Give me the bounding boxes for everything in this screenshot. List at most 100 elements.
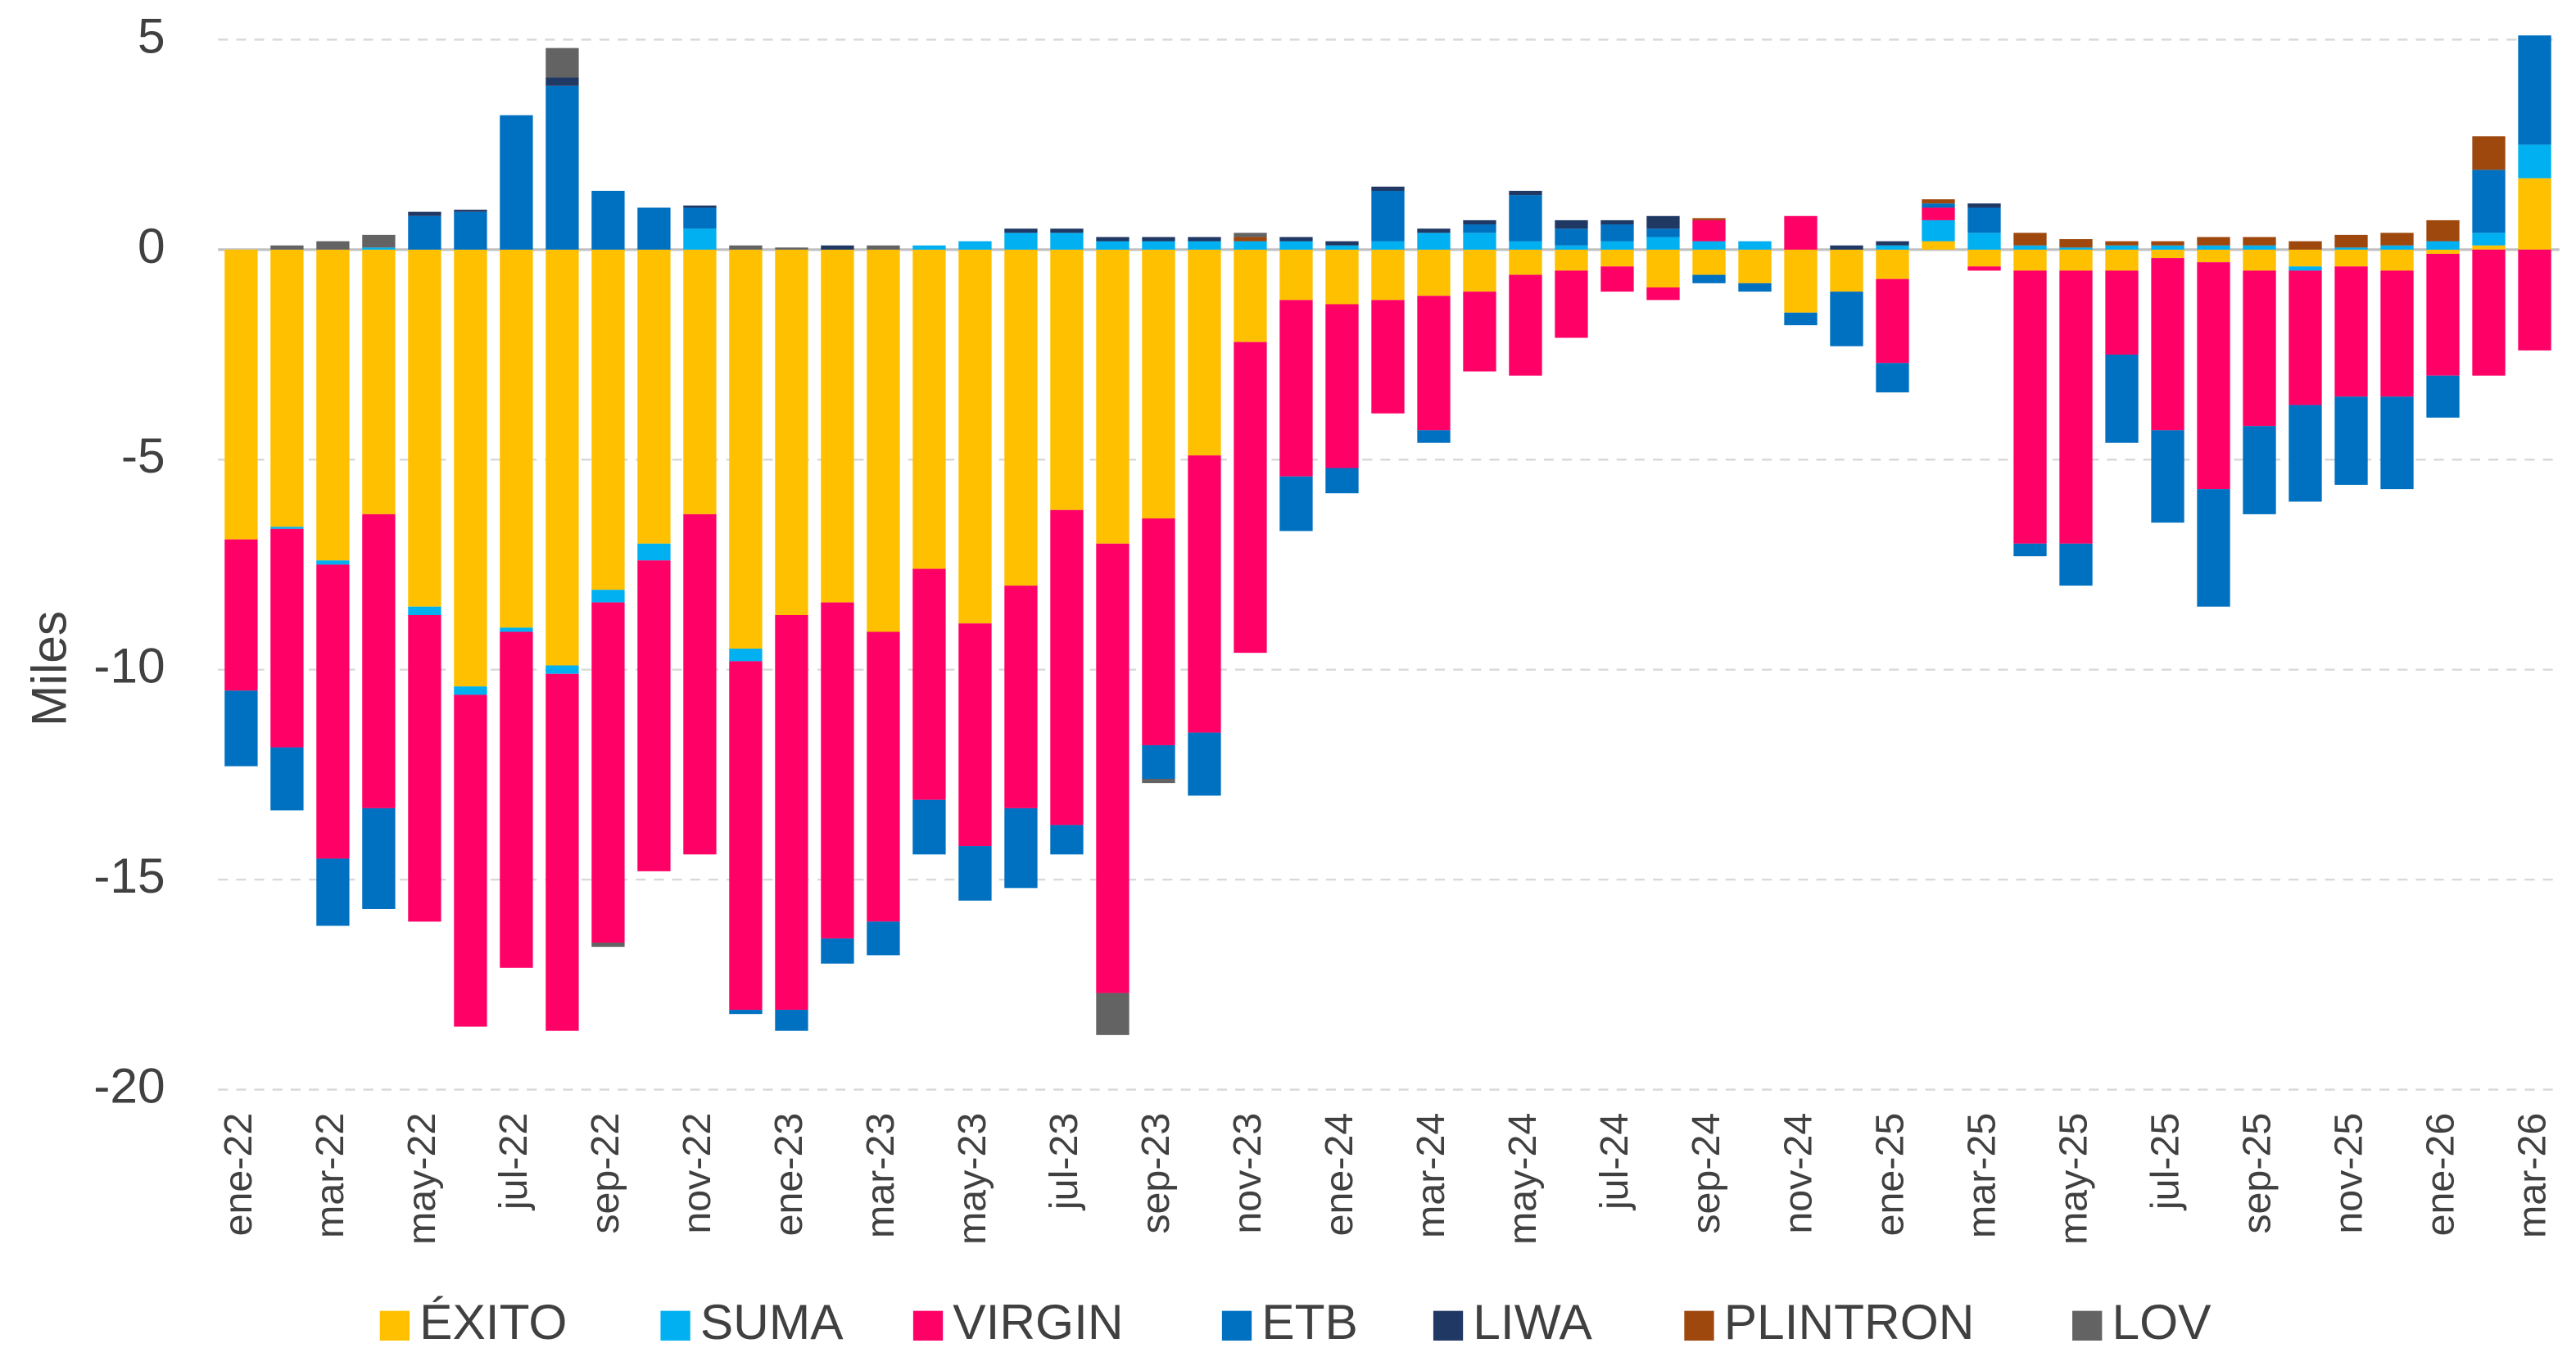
bar-segment: [1417, 228, 1451, 233]
bar-segment: [591, 590, 625, 603]
bar-segment: [2426, 219, 2460, 242]
bar-segment: [958, 241, 992, 250]
x-tick-label: may-25: [2051, 1113, 2095, 1245]
bar-segment: [2243, 270, 2276, 427]
x-tick-label: may-22: [400, 1113, 444, 1245]
bar-segment: [1188, 455, 1221, 733]
bar-segment: [2197, 245, 2230, 250]
bar-segment: [1555, 219, 1588, 229]
bar-segment: [729, 1010, 763, 1015]
bar-segment: [821, 602, 854, 939]
bar-segment: [2518, 249, 2551, 351]
bar-segment: [1692, 249, 1726, 275]
bar-segment: [1876, 278, 1909, 364]
bar-segment: [1325, 241, 1359, 246]
bar-segment: [1692, 218, 1726, 220]
bar-segment: [1967, 233, 2001, 250]
bar-segment: [1188, 237, 1221, 242]
bar-segment: [1555, 249, 1588, 271]
bar-segment: [958, 846, 992, 901]
bar-segment: [1096, 249, 1130, 544]
bar-segment: [546, 673, 579, 1031]
bar-segment: [2197, 249, 2230, 263]
bar-segment: [1646, 215, 1680, 229]
y-axis-label: Miles: [21, 611, 77, 726]
bar-segment: [454, 694, 487, 1027]
bar-segment: [2472, 170, 2506, 233]
bar-segment: [2472, 233, 2506, 246]
x-tick-label: may-23: [950, 1113, 994, 1245]
bar-segment: [2243, 237, 2276, 246]
bar-segment: [224, 539, 258, 691]
bar-segment: [2105, 249, 2139, 271]
bar-segment: [224, 249, 258, 540]
bar-segment: [1050, 825, 1084, 855]
bar-segment: [1646, 228, 1680, 237]
bar-segment: [1142, 249, 1175, 519]
bar-segment: [1463, 219, 1496, 225]
bar-segment: [270, 528, 304, 748]
bar-segment: [2105, 270, 2139, 355]
bar-segment: [1096, 237, 1130, 242]
bar-segment: [2105, 355, 2139, 443]
legend-label: ETB: [1261, 1294, 1358, 1348]
bar-segment: [1234, 233, 1267, 237]
bar-segment: [1096, 543, 1130, 993]
bar-segment: [2334, 249, 2368, 267]
bar-segment: [2289, 241, 2322, 250]
bar-segment: [1922, 207, 1955, 220]
bar-segment: [1922, 199, 1955, 204]
bar-segment: [729, 245, 763, 250]
bar-segment: [1371, 249, 1405, 301]
bar-segment: [2105, 241, 2139, 246]
bar-segment: [1738, 283, 1772, 292]
x-tick-label: ene-26: [2418, 1113, 2462, 1237]
bar-segment: [821, 249, 854, 603]
bar-segment: [2334, 234, 2368, 248]
bar-segment: [1463, 233, 1496, 250]
legend-swatch: [1433, 1310, 1464, 1341]
bar-segment: [2472, 136, 2506, 170]
bar-segment: [1004, 228, 1038, 233]
bar-segment: [1417, 430, 1451, 443]
x-tick-label: nov-22: [675, 1113, 719, 1234]
bar-segment: [408, 215, 441, 250]
bar-segment: [683, 249, 717, 514]
x-tick-label: nov-25: [2326, 1113, 2370, 1234]
bar-segment: [1967, 207, 2001, 233]
bar-segment: [2197, 489, 2230, 607]
legend-swatch: [2072, 1310, 2103, 1341]
bar-segment: [2518, 144, 2551, 179]
y-tick-label: -10: [93, 638, 165, 694]
bar-segment: [2013, 270, 2047, 544]
bar-segment: [683, 205, 717, 208]
bar-segment: [1004, 249, 1038, 586]
bar-segment: [316, 560, 350, 565]
bar-segment: [270, 747, 304, 811]
bar-segment: [775, 614, 808, 1011]
bar-segment: [821, 938, 854, 964]
legend-label: ÉXITO: [419, 1294, 567, 1348]
bar-segment: [1325, 304, 1359, 468]
bar-segment: [2380, 249, 2414, 271]
bar-segment: [546, 85, 579, 250]
bar-segment: [637, 560, 671, 871]
bar-segment: [775, 249, 808, 615]
bar-segment: [2059, 238, 2093, 248]
bar-segment: [2059, 270, 2093, 544]
bar-segment: [408, 211, 441, 216]
bar-segment: [1279, 241, 1313, 250]
bar-segment: [867, 631, 900, 922]
bar-segment: [1050, 249, 1084, 510]
bar-segment: [2518, 178, 2551, 250]
bar-segment: [500, 631, 533, 968]
bar-segment: [1325, 249, 1359, 305]
bar-segment: [1600, 266, 1634, 292]
bar-segment: [2426, 249, 2460, 254]
bar-segment: [362, 807, 396, 909]
bar-segment: [2289, 249, 2322, 267]
bar-segment: [500, 115, 533, 250]
bar-segment: [683, 228, 717, 250]
bar-segment: [546, 665, 579, 674]
